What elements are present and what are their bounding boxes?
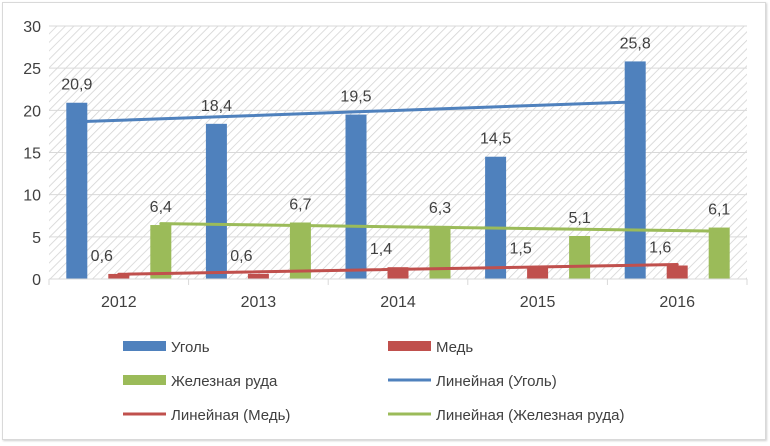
y-tick-label: 25: [23, 61, 41, 78]
data-label: 18,4: [201, 98, 232, 115]
data-label: 1,6: [649, 240, 671, 257]
y-tick-label: 20: [23, 103, 41, 120]
legend-swatch: [123, 341, 166, 351]
data-label: 1,4: [370, 241, 392, 258]
bar: [569, 235, 591, 279]
data-label: 6,7: [289, 196, 311, 213]
data-label: 25,8: [620, 35, 651, 52]
legend-swatch: [123, 375, 166, 385]
trendline: [75, 100, 637, 124]
bar: [205, 123, 227, 280]
data-label: 6,1: [708, 202, 730, 219]
chart: 0 5 10 15 20 25 30 20,9 18,4 19,5 14,5 25,8 0,6 0,6 1…: [23, 19, 748, 424]
bar: [345, 114, 367, 279]
bar: [527, 266, 549, 279]
data-labels: 20,9 18,4 19,5 14,5 25,8 0,6 0,6 1,4 1,5 1,6 6,4 6,…: [61, 35, 730, 265]
data-label: 19,5: [340, 89, 371, 106]
legend-label: Уголь: [171, 339, 210, 356]
x-tick-label: 2014: [380, 294, 416, 311]
data-label: 14,5: [480, 131, 511, 148]
bar: [66, 102, 88, 279]
y-axis: 0 5 10 15 20 25 30: [23, 19, 41, 289]
data-label: 0,6: [91, 248, 113, 265]
trendline: [159, 222, 721, 233]
bar: [247, 273, 269, 279]
data-label: 6,3: [429, 200, 451, 217]
bar: [289, 222, 311, 279]
legend-label: Линейная (Железная руда): [436, 407, 624, 424]
data-label: 5,1: [568, 210, 590, 227]
legend-label: Железная руда: [171, 373, 278, 390]
legend-label: Линейная (Уголь): [436, 373, 557, 390]
bar: [624, 61, 646, 279]
legend-swatch: [388, 341, 431, 351]
bar: [108, 273, 130, 279]
bar: [485, 156, 507, 279]
bar: [429, 225, 451, 279]
data-label: 20,9: [61, 77, 92, 94]
y-tick-label: 30: [23, 19, 41, 36]
y-tick-label: 0: [32, 272, 41, 289]
legend-label: Медь: [436, 339, 473, 356]
y-tick-label: 10: [23, 188, 41, 205]
x-tick-label: 2012: [101, 294, 137, 311]
x-axis: 2012 2013 2014 2015 2016: [48, 278, 748, 311]
legend: Уголь Медь Железная руда Линейная (Уголь) Ли…: [123, 339, 624, 424]
data-label: 0,6: [230, 248, 252, 265]
data-label: 1,5: [509, 240, 531, 257]
x-tick-label: 2015: [520, 294, 556, 311]
x-tick-label: 2013: [241, 294, 277, 311]
trendline: [117, 262, 679, 276]
data-label: 6,4: [150, 199, 172, 216]
y-tick-label: 5: [32, 230, 41, 247]
legend-label: Линейная (Медь): [171, 407, 290, 424]
trendlines: [75, 100, 721, 276]
bar: [666, 265, 688, 279]
x-tick-label: 2016: [659, 294, 695, 311]
chart-frame: 0 5 10 15 20 25 30 20,9 18,4 19,5 14,5 25,8 0,6 0,6 1…: [2, 2, 766, 440]
bar: [387, 267, 409, 279]
bar: [708, 227, 730, 279]
y-tick-label: 15: [23, 146, 41, 163]
bars: [66, 61, 730, 280]
bar: [150, 225, 172, 279]
